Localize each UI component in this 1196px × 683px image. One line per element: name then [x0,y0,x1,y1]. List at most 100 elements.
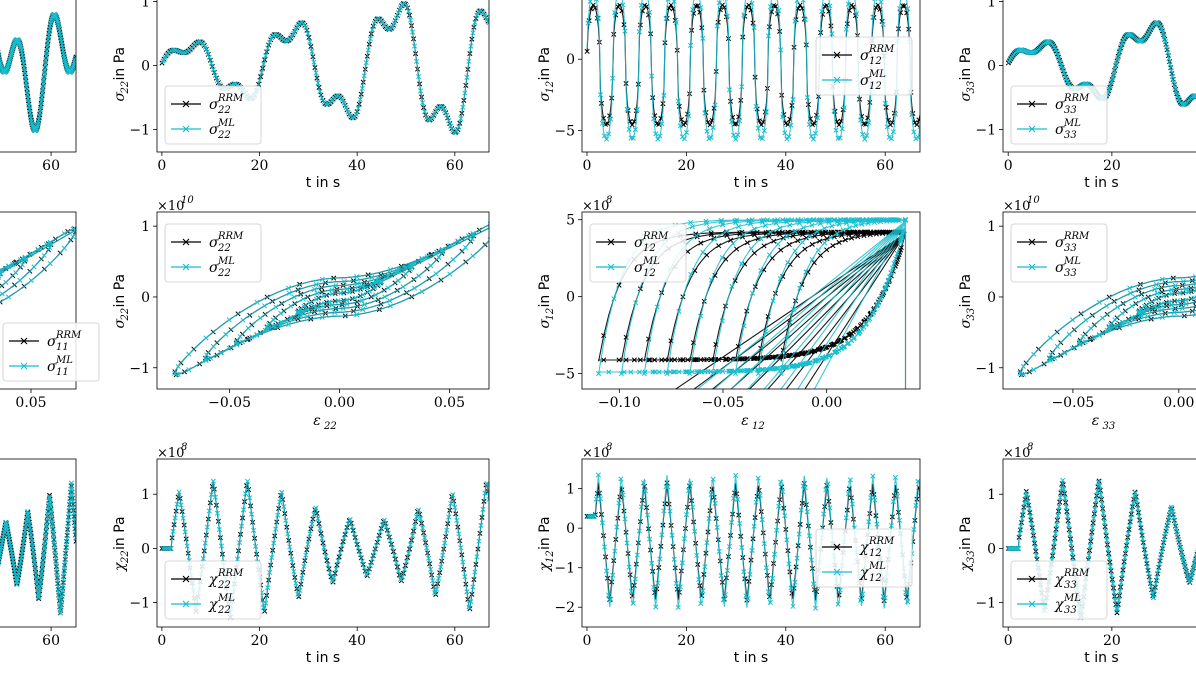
marker-ml [47,499,53,505]
marker-ml [892,474,898,481]
marker-ml [893,255,899,262]
legend-symbol: σ [209,235,219,251]
marker-ml [1116,597,1122,603]
marker-ml [776,503,782,509]
marker-ml [790,306,797,312]
marker-ml [44,521,50,527]
x-tick-label: 20 [1103,633,1121,649]
marker-ml [872,448,876,452]
y-axis-label-unit: in Pa [112,516,128,550]
y-tick-label: −1 [975,361,996,377]
marker-ml [823,354,829,360]
marker-ml [900,227,906,233]
marker-ml [652,369,658,375]
marker-ml [305,541,311,547]
marker-ml [724,448,728,452]
y-tick-label: 0 [566,521,575,537]
marker-ml [476,538,482,544]
marker-ml [829,223,835,229]
marker-rrm [850,4,856,10]
marker-rrm [716,243,722,249]
marker-rrm [841,424,845,428]
marker-rrm [846,424,850,428]
marker-ml [1114,304,1121,310]
marker-ml [896,517,903,523]
marker-rrm [885,424,889,428]
marker-ml [446,514,452,520]
marker-ml [321,544,327,551]
marker-ml [788,448,792,452]
marker-ml [442,107,448,114]
marker-ml [68,480,74,486]
marker-ml [174,501,180,507]
marker-ml [1027,513,1034,519]
marker-ml [781,365,787,371]
marker-ml [763,328,769,335]
marker-ml [849,448,853,452]
marker-ml [709,448,713,452]
x-tick-label: 60 [446,633,464,649]
marker-rrm [835,424,839,428]
x-tick-label: 60 [876,158,894,174]
marker-ml [450,492,456,498]
marker-ml [291,30,297,36]
marker-ml [63,63,69,69]
legend-superscript: ML [55,355,73,366]
marker-rrm [882,424,886,428]
marker-rrm [722,356,729,362]
marker-ml [343,528,349,534]
y-axis-label-unit: in Pa [537,516,553,550]
marker-rrm [893,488,899,494]
marker-rrm [682,120,689,126]
marker-ml [1062,495,1068,501]
marker-ml [411,285,418,291]
marker-ml [1061,486,1067,492]
marker-ml [724,13,730,19]
marker-ml [767,448,771,452]
marker-ml [3,279,9,285]
marker-ml [464,74,470,80]
marker-ml [880,290,886,296]
marker-ml [1187,577,1194,583]
marker-ml [821,448,825,452]
marker-ml [653,604,659,610]
marker-ml [1166,56,1172,62]
marker-ml [0,270,3,276]
marker-ml [883,448,887,452]
y-tick-label: 0 [987,58,996,74]
marker-rrm [846,231,852,238]
marker-ml [391,552,397,558]
legend-symbol: χ [859,540,870,556]
axes-frame [156,458,490,628]
marker-ml [1128,515,1134,521]
marker-ml [897,239,903,245]
marker-ml [893,448,897,452]
marker-ml [632,127,638,133]
y-tick-label: 1 [141,0,150,10]
marker-ml [1066,522,1072,528]
subplot-p00: 60 [0,0,77,174]
marker-ml [624,106,630,112]
marker-ml [854,448,858,452]
marker-rrm [785,424,789,428]
marker-rrm [692,357,698,363]
marker-ml [444,112,450,118]
marker-ml [1091,334,1097,340]
legend-swatch-marker [1028,600,1036,608]
marker-ml [702,564,708,570]
marker-ml [716,368,722,374]
marker-ml [823,448,827,452]
marker-ml [0,64,4,70]
marker-ml [212,494,218,500]
marker-ml [650,369,656,375]
marker-ml [749,290,756,296]
marker-ml [767,366,774,372]
marker-ml [776,448,780,452]
marker-ml [842,448,846,452]
marker-ml [304,314,310,320]
legend-swatch-marker [20,337,28,345]
marker-ml [675,604,681,610]
marker-ml [764,217,770,223]
marker-ml [411,43,418,49]
marker-rrm [829,230,835,236]
